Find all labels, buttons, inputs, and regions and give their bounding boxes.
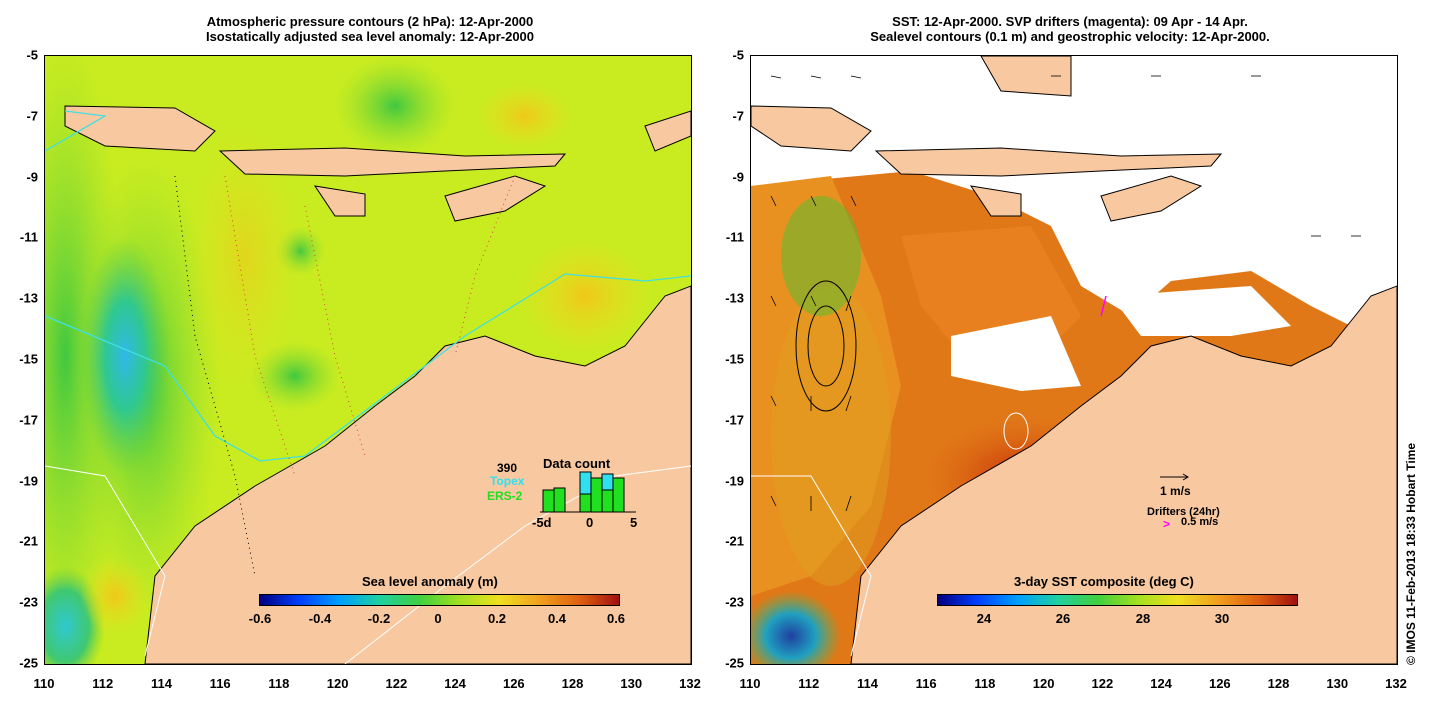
data-count-axis-right: 5 [630,515,638,530]
y-tick-label: -13 [725,290,744,306]
y-tick-label: -5 [732,47,744,63]
x-tick-label: 124 [444,676,466,691]
y-tick-label: -9 [732,169,744,185]
x-tick-label: 130 [1326,676,1349,691]
y-tick-label: -25 [19,655,38,671]
y-tick-label: -19 [19,473,38,489]
drifters-legend: Drifters (24hr) [1147,506,1220,518]
topex-label: Topex [490,474,525,488]
sla-cb-label: 0.4 [547,611,567,626]
x-tick-label: 118 [974,676,996,691]
data-count-axis-left: -5d [532,515,552,530]
x-tick-label: 114 [150,676,172,691]
left-title: Atmospheric pressure contours (2 hPa): 1… [60,14,680,44]
x-tick-label: 126 [1208,676,1231,691]
sla-colorbar [259,594,620,606]
x-tick-label: 118 [268,676,290,691]
left-title-line1: Atmospheric pressure contours (2 hPa): 1… [206,14,534,29]
x-tick-label: 120 [326,676,349,691]
y-tick-label: -7 [732,108,744,124]
y-tick-label: -13 [19,290,38,306]
y-tick-label: -23 [725,594,744,610]
x-tick-label: 116 [915,676,937,691]
data-count-title: Data count [543,456,611,471]
y-tick-label: -21 [19,533,38,549]
y-tick-label: -19 [725,473,744,489]
y-tick-label: -9 [26,169,38,185]
y-tick-label: -17 [725,412,744,428]
sla-cb-label: 0.6 [606,611,626,626]
x-tick-label: 124 [1150,676,1172,691]
sst-cb-label: 24 [976,611,992,626]
sla-cb-label: -0.4 [308,611,332,626]
x-tick-label: 132 [1385,676,1407,691]
x-tick-label: 128 [561,676,584,691]
x-tick-label: 122 [385,676,408,691]
sst-cb-label: 30 [1214,611,1230,626]
y-tick-label: -5 [26,47,38,63]
right-title-line2: Sealevel contours (0.1 m) and geostrophi… [870,29,1270,44]
x-tick-label: 112 [92,676,114,691]
sla-cb-label: 0 [434,611,442,626]
drifter-symbol-icon: > [1163,517,1171,531]
y-tick-label: -21 [725,533,744,549]
sla-colorbar-title: Sea level anomaly (m) [362,574,498,589]
sst-cb-label: 26 [1055,611,1071,626]
y-tick-label: -25 [725,655,744,671]
velocity-vectors [770,75,1361,512]
x-tick-label: 110 [33,676,55,691]
x-tick-label: 120 [1032,676,1055,691]
sla-cb-label: -0.2 [367,611,391,626]
data-count-number: 390 [497,461,518,475]
y-tick-label: -17 [19,412,38,428]
sst-colorbar-title: 3-day SST composite (deg C) [1014,574,1194,589]
x-tick-label: 122 [1091,676,1114,691]
x-tick-label: 116 [209,676,231,691]
x-tick-label: 110 [739,676,761,691]
sla-cb-label: -0.6 [248,611,272,626]
x-tick-label: 114 [856,676,878,691]
left-title-line2: Isostatically adjusted sea level anomaly… [205,29,535,44]
data-count-axis-mid: 0 [586,515,594,530]
drifters-speed: 0.5 m/s [1181,516,1219,528]
x-tick-label: 126 [502,676,525,691]
x-tick-label: 112 [798,676,820,691]
x-tick-label: 130 [620,676,643,691]
velocity-arrow-icon [1160,473,1189,481]
y-tick-label: -11 [19,229,38,245]
sea-level-anomaly-map [44,55,692,665]
data-count-histogram [540,471,636,513]
y-tick-label: -11 [725,229,744,245]
ers-label: ERS-2 [487,489,523,503]
sst-colorbar [937,594,1298,606]
sst-map [750,55,1398,665]
y-tick-label: -15 [19,351,38,367]
sla-cb-label: 0.2 [487,611,507,626]
velocity-legend: 1 m/s [1160,484,1191,498]
x-tick-label: 132 [679,676,701,691]
sst-cb-label: 28 [1135,611,1151,626]
right-title: SST: 12-Apr-2000. SVP drifters (magenta)… [760,14,1380,44]
credit-text: © IMOS 11-Feb-2013 18:33 Hobart Time [1404,442,1418,665]
x-tick-label: 128 [1267,676,1290,691]
right-title-line1: SST: 12-Apr-2000. SVP drifters (magenta)… [892,14,1248,29]
y-tick-label: -23 [19,594,38,610]
y-tick-label: -7 [26,108,38,124]
y-tick-label: -15 [725,351,744,367]
